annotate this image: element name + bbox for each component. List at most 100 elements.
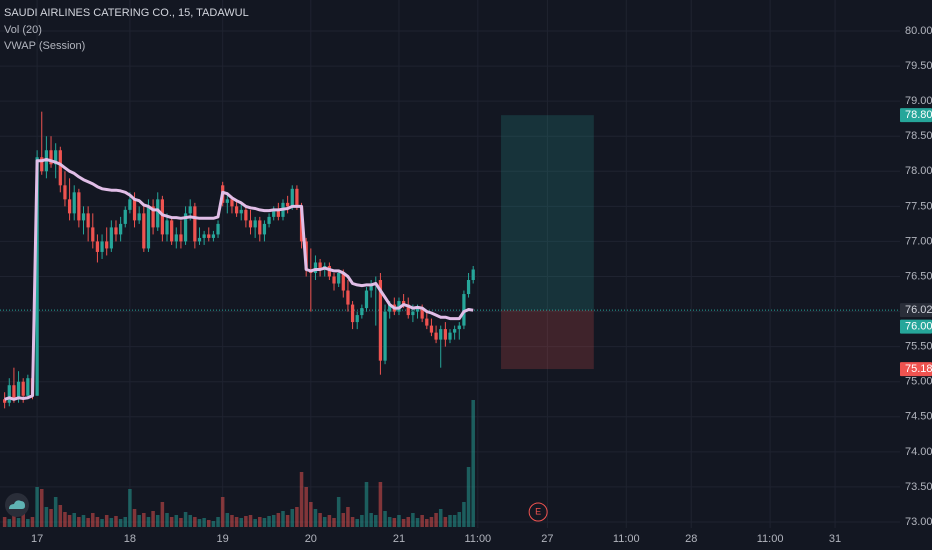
candle-body — [3, 399, 7, 403]
logo[interactable] — [5, 493, 29, 517]
candle-body — [406, 304, 410, 316]
volume-bar — [290, 509, 295, 527]
volume-bar — [49, 509, 53, 527]
candle-body — [415, 308, 420, 312]
candle-body — [54, 150, 58, 165]
candle-body — [244, 209, 248, 221]
candle-body — [67, 199, 72, 214]
volume-bar — [118, 519, 123, 527]
volume-bar — [420, 515, 424, 527]
volume-bar — [276, 513, 281, 527]
candle-body — [132, 199, 137, 221]
candle-body — [313, 262, 318, 273]
last-price-label: 76.00 — [905, 320, 932, 332]
candle-body — [174, 234, 178, 242]
volume-bar — [132, 509, 137, 527]
last-price-label-box — [900, 319, 932, 334]
volume-bar — [341, 513, 346, 527]
volume-bar — [44, 507, 49, 527]
y-tick-label: 76.50 — [905, 270, 932, 282]
volume-bar — [146, 517, 151, 527]
candle-body — [137, 213, 141, 221]
volume-bar — [137, 515, 141, 527]
candle-body — [165, 220, 169, 235]
candle-body — [253, 220, 257, 228]
volume-bar — [35, 487, 39, 527]
volume-bar — [128, 489, 132, 527]
candle-body — [350, 304, 355, 323]
volume-bar — [327, 515, 332, 527]
candle-body — [332, 276, 336, 284]
candle-body — [337, 272, 341, 284]
volume-bar — [193, 517, 197, 527]
candle-body — [216, 223, 220, 235]
candle-body — [286, 202, 290, 207]
volume-bar — [174, 515, 179, 527]
x-tick-label: 31 — [829, 533, 841, 545]
volume-bar — [81, 515, 86, 527]
volume-bar — [350, 517, 355, 527]
x-tick-label: 21 — [393, 533, 405, 545]
volume-bar — [457, 512, 462, 527]
stop-label-box — [900, 362, 932, 377]
chart-title: SAUDI AIRLINES CATERING CO., 15, TADAWUL — [4, 7, 249, 19]
volume-bar — [309, 502, 313, 527]
volume-bar — [397, 515, 401, 527]
volume-bar — [220, 497, 225, 527]
volume-bar — [383, 511, 387, 527]
candle-body — [411, 311, 415, 316]
volume-bar — [322, 517, 327, 527]
volume-bar — [155, 515, 160, 527]
volume-bar — [299, 472, 304, 527]
candle-body — [471, 269, 475, 281]
candle-body — [439, 329, 443, 340]
candle-body — [388, 304, 392, 312]
candle-body — [457, 325, 461, 330]
y-tick-label: 80.00 — [905, 25, 932, 37]
candle-body — [248, 220, 253, 228]
indicator-label[interactable]: VWAP (Session) — [4, 40, 85, 52]
candle-body — [72, 192, 76, 214]
candle-body — [35, 157, 39, 396]
volume-bar — [285, 515, 290, 527]
x-tick-label: 11:00 — [757, 533, 784, 545]
volume-bar — [425, 519, 429, 527]
volume-bar — [346, 507, 350, 527]
volume-bar — [230, 515, 234, 527]
stop-zone — [501, 310, 594, 370]
volume-bar — [462, 502, 466, 527]
volume-bar — [77, 517, 81, 527]
volume-bar — [253, 519, 257, 527]
volume-bar — [369, 513, 373, 527]
volume-bar — [160, 502, 165, 527]
volume-bar — [7, 519, 12, 527]
candle-body — [346, 290, 350, 305]
volume-bar — [216, 517, 220, 527]
volume-bar — [53, 497, 58, 527]
candle-body — [211, 234, 216, 238]
stop-label: 75.18 — [905, 363, 932, 375]
y-tick-label: 78.50 — [905, 130, 932, 142]
volume-bar — [248, 515, 253, 527]
volume-bar — [211, 521, 216, 527]
candle-body — [425, 318, 429, 326]
x-tick-label: 11:00 — [613, 533, 640, 545]
event-marker[interactable] — [528, 502, 548, 522]
y-tick-label: 74.00 — [905, 446, 932, 458]
volume-bar — [104, 515, 109, 527]
indicator-label[interactable]: Vol (20) — [4, 24, 42, 36]
y-tick-label: 75.00 — [905, 376, 932, 388]
candle-body — [105, 241, 109, 249]
candle-body — [109, 227, 113, 249]
candle-body — [230, 199, 234, 207]
volume-bar — [63, 512, 67, 527]
volume-bar — [406, 517, 411, 527]
volume-bar — [179, 518, 183, 527]
x-tick-label: 20 — [305, 533, 317, 545]
volume-bar — [197, 519, 202, 527]
candle-body — [91, 227, 95, 242]
volume-bar — [225, 513, 230, 527]
candle-body — [272, 209, 276, 217]
candle-body — [170, 220, 174, 242]
